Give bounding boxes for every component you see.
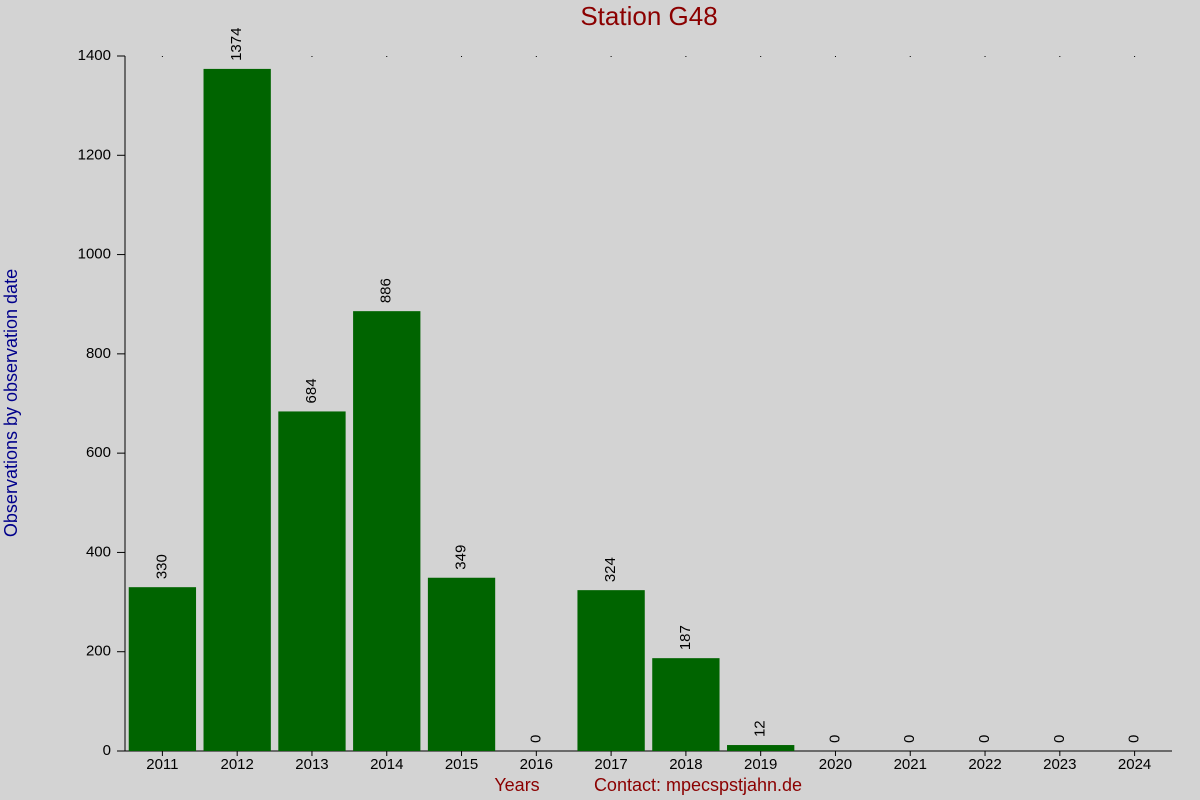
x-tick-label: 2023 [1043, 756, 1076, 773]
value-label: 349 [453, 545, 470, 570]
x-tick-label: 2022 [968, 756, 1001, 773]
y-tick-label: 1400 [78, 47, 111, 64]
x-tick-label: 2012 [220, 756, 253, 773]
y-tick-label: 0 [103, 742, 111, 759]
x-tick-label: 2013 [295, 756, 328, 773]
value-label: 0 [1126, 735, 1143, 743]
value-label: 886 [378, 278, 395, 303]
value-label: 684 [303, 378, 320, 403]
y-tick-label: 800 [86, 345, 111, 362]
bar [577, 590, 645, 751]
y-axis-label: Observations by observation date [1, 269, 21, 537]
y-tick-label: 400 [86, 543, 111, 560]
bar [353, 311, 421, 751]
x-axis-label: Years [494, 775, 539, 795]
x-tick-label: 2018 [669, 756, 702, 773]
bar [727, 745, 795, 751]
x-tick-label: 2016 [520, 756, 553, 773]
x-tick-label: 2017 [594, 756, 627, 773]
chart-title: Station G48 [580, 1, 717, 31]
value-label: 12 [752, 720, 769, 737]
value-label: 0 [1051, 735, 1068, 743]
value-label: 330 [153, 554, 170, 579]
y-tick-label: 200 [86, 643, 111, 660]
bar [427, 577, 496, 751]
contact: Contact: mpecspstjahn.de [594, 775, 802, 795]
value-label: 187 [677, 625, 694, 650]
value-label: 0 [826, 735, 843, 743]
y-tick-label: 600 [86, 444, 111, 461]
x-tick-label: 2011 [146, 756, 178, 773]
value-label: 0 [527, 735, 544, 743]
x-tick-label: 2014 [370, 756, 403, 773]
bar [652, 658, 720, 751]
x-tick-label: 2019 [744, 756, 777, 773]
value-label: 1374 [228, 28, 245, 61]
value-label: 0 [976, 735, 993, 743]
x-tick-label: 2015 [445, 756, 478, 773]
bar [128, 587, 197, 751]
x-tick-label: 2020 [819, 756, 852, 773]
value-label: 0 [901, 735, 918, 743]
x-tick-label: 2024 [1118, 756, 1151, 773]
bar [278, 411, 346, 751]
y-tick-label: 1200 [78, 146, 111, 163]
value-label: 324 [602, 557, 619, 582]
y-tick-label: 1000 [78, 246, 111, 263]
x-tick-label: 2021 [894, 756, 927, 773]
bar [203, 68, 271, 751]
